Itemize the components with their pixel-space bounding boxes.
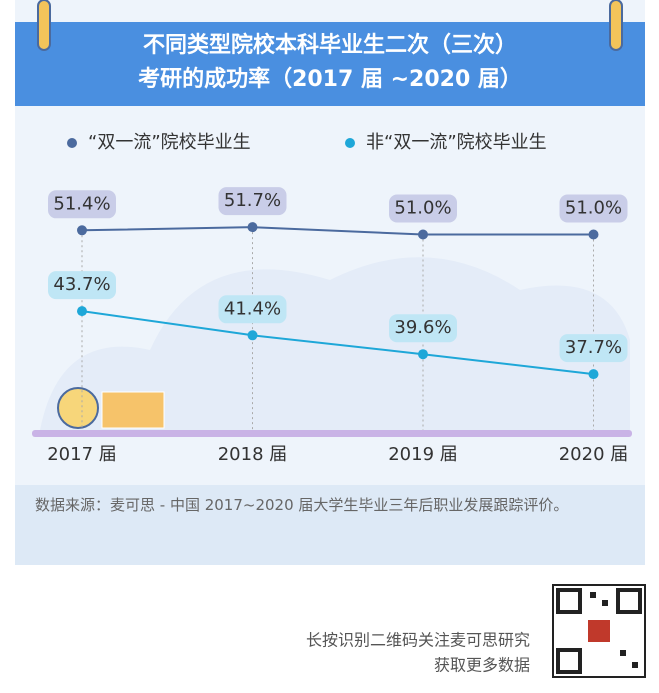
legend-label: 非“双一流”院校毕业生 xyxy=(366,132,547,153)
data-label: 37.7% xyxy=(565,337,622,358)
chart-title: 考研的成功率（2017 届 ~2020 届） xyxy=(138,66,522,92)
clock-icon xyxy=(57,387,99,429)
data-label: 51.4% xyxy=(53,193,110,214)
title-banner xyxy=(15,22,645,106)
point xyxy=(418,229,428,240)
label-bubble xyxy=(48,190,116,219)
chart-title: 不同类型院校本科毕业生二次（三次） xyxy=(143,32,517,58)
label-bubble xyxy=(389,194,457,223)
legend-marker xyxy=(67,138,77,148)
label-bubble xyxy=(559,194,628,223)
data-label: 39.6% xyxy=(394,317,451,338)
label-bubble xyxy=(389,314,457,343)
point xyxy=(247,222,258,233)
series-line xyxy=(81,310,594,376)
legend-label: “双一流”院校毕业生 xyxy=(88,132,251,153)
data-label: 43.7% xyxy=(53,274,110,295)
series-line xyxy=(81,226,594,236)
footer-text: 长按识别二维码关注麦可思研究 xyxy=(306,631,530,650)
label-bubble xyxy=(218,295,287,324)
data-label: 51.0% xyxy=(394,198,451,219)
point xyxy=(418,349,428,360)
data-label: 41.4% xyxy=(224,298,281,319)
pin xyxy=(609,0,623,51)
baseline xyxy=(32,430,632,437)
label-bubble xyxy=(218,187,287,216)
label-bubble xyxy=(48,271,116,300)
x-tick-label: 2020 届 xyxy=(559,444,629,465)
point xyxy=(247,330,258,341)
x-tick-label: 2017 届 xyxy=(47,444,117,465)
label-bubble xyxy=(559,334,628,363)
point xyxy=(588,229,599,240)
qr-code xyxy=(552,584,646,678)
point xyxy=(77,306,87,317)
source-wrap: 数据来源：麦可思 - 中国 2017~2020 届大学生毕业三年后职业发展跟踪评… xyxy=(35,496,569,514)
x-tick-label: 2018 届 xyxy=(218,444,288,465)
footer-text: 获取更多数据 xyxy=(434,656,530,675)
legend-marker xyxy=(345,138,355,148)
books-icon xyxy=(101,391,165,429)
data-label: 51.0% xyxy=(565,198,622,219)
x-tick-label: 2019 届 xyxy=(388,444,458,465)
pin xyxy=(37,0,51,51)
data-label: 51.7% xyxy=(224,190,281,211)
source-box xyxy=(15,485,645,565)
source-note: 数据来源：麦可思 - 中国 2017~2020 届大学生毕业三年后职业发展跟踪评… xyxy=(35,496,569,514)
point xyxy=(77,225,87,236)
point xyxy=(588,369,599,380)
